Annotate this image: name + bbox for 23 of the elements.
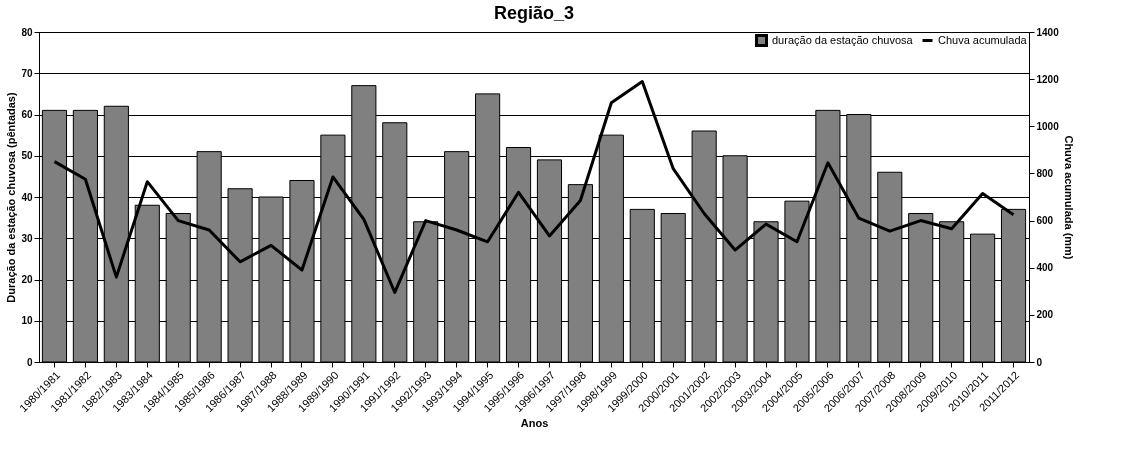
legend-label: Chuva acumulada: [938, 33, 1028, 46]
y-tick-label: 10: [21, 315, 33, 327]
y2-tick-label: 1400: [1036, 26, 1060, 38]
y-tick-label: 60: [21, 109, 33, 120]
y2-tick-label: 1200: [1036, 73, 1060, 85]
legend-label: duração da estação chuvosa: [772, 33, 914, 46]
y-tick-label: 40: [21, 191, 33, 203]
y-tick-label: 30: [21, 232, 33, 244]
y2-tick-label: 1000: [1036, 120, 1060, 132]
y2-tick-label: 800: [1036, 167, 1054, 179]
y-axis-title: Duração da estação chuvosa (pêntadas): [5, 92, 18, 303]
y-tick-label: 50: [21, 150, 33, 162]
y2-tick-label: 200: [1036, 309, 1054, 321]
y2-tick-label: 0: [1036, 356, 1043, 368]
chart-title: Região_3: [493, 3, 575, 23]
y-tick-label: 70: [21, 67, 33, 79]
x-axis-title: Anos: [520, 417, 549, 430]
y-tick-label: 0: [26, 356, 33, 368]
y2-axis-title: Chuva acumulada (mm): [1062, 135, 1075, 260]
y-tick-label: 20: [21, 274, 33, 285]
y2-tick-label: 600: [1036, 215, 1054, 227]
y-tick-label: 80: [21, 26, 33, 38]
y2-tick-label: 400: [1036, 262, 1054, 274]
